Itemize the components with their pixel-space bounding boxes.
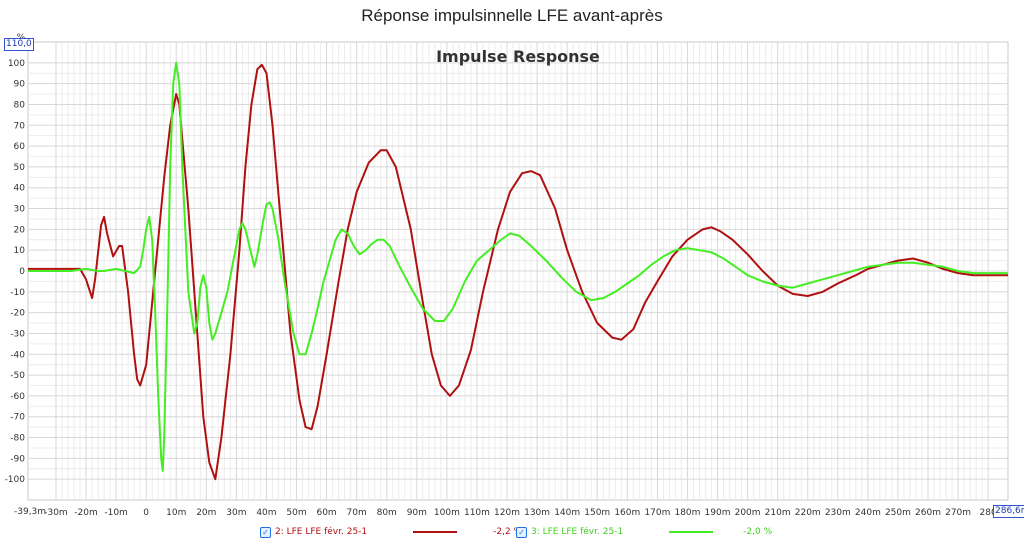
- x-min-readout: -39,3m: [14, 507, 47, 517]
- x-tick-label: 180m: [674, 508, 700, 518]
- x-tick-label: 0: [143, 508, 149, 518]
- series-layer: [28, 61, 1008, 481]
- x-tick-label: 190m: [705, 508, 731, 518]
- x-tick-label: 90m: [407, 508, 427, 518]
- y-tick-label: 90: [14, 80, 26, 90]
- x-tick-label: 140m: [554, 508, 580, 518]
- grid-major: [28, 42, 1008, 500]
- series-2-name: 3: LFE LFE févr. 25-1: [531, 527, 624, 537]
- y-tick-label: 70: [14, 121, 26, 131]
- x-tick-label: 40m: [256, 508, 276, 518]
- series-1-value: -2,2 %: [493, 527, 523, 537]
- x-tick-label: 20m: [196, 508, 216, 518]
- x-tick-label: 150m: [584, 508, 610, 518]
- x-tick-label: 210m: [765, 508, 791, 518]
- y-tick-label: 60: [14, 142, 26, 152]
- series-1-name: 2: LFE LFE févr. 25-1: [275, 527, 368, 537]
- x-tick-label: 80m: [377, 508, 397, 518]
- x-tick-label: 240m: [855, 508, 881, 518]
- y-tick-label: 10: [14, 246, 26, 256]
- series-line-1: [28, 63, 1008, 481]
- y-tick-label: -20: [10, 309, 25, 319]
- y-tick-label: -70: [10, 413, 25, 423]
- y-tick-label: -40: [10, 350, 25, 360]
- y-tick-label: 30: [14, 205, 26, 215]
- plot-title: Impulse Response: [436, 47, 600, 66]
- x-tick-label: -10m: [104, 508, 127, 518]
- x-tick-label: 280: [980, 508, 997, 518]
- x-tick-label: 70m: [347, 508, 367, 518]
- y-tick-label: -100: [5, 475, 26, 485]
- x-tick-label: 120m: [494, 508, 520, 518]
- page-title: Réponse impulsinnelle LFE avant-après: [361, 6, 663, 25]
- y-tick-label: 0: [19, 267, 25, 277]
- series-2-value: -2,0 %: [743, 527, 773, 537]
- y-max-readout[interactable]: 110,0: [4, 38, 34, 51]
- x-tick-label: 270m: [945, 508, 971, 518]
- x-tick-label: 250m: [885, 508, 911, 518]
- x-tick-label: 60m: [316, 508, 336, 518]
- x-max-readout[interactable]: 286,6m: [993, 505, 1024, 518]
- x-tick-label: -30m: [44, 508, 67, 518]
- x-tick-label: 110m: [464, 508, 490, 518]
- x-tick-label: 170m: [644, 508, 670, 518]
- y-tick-label: -80: [10, 434, 25, 444]
- y-tick-label: -50: [10, 371, 25, 381]
- y-tick-label: -60: [10, 392, 25, 402]
- series-1-checkbox[interactable]: ✓: [260, 526, 271, 538]
- x-tick-label: 130m: [524, 508, 550, 518]
- legend-series-2: ✓ 3: LFE LFE févr. 25-1 -2,0 %: [516, 525, 772, 539]
- x-tick-label: -20m: [74, 508, 97, 518]
- series-2-checkbox[interactable]: ✓: [516, 526, 527, 538]
- series-2-swatch: [669, 531, 714, 533]
- legend-series-1: ✓ 2: LFE LFE févr. 25-1 -2,2 %: [260, 525, 522, 539]
- x-tick-label: 50m: [286, 508, 306, 518]
- y-axis-ticks: 1009080706050403020100-10-20-30-40-50-60…: [5, 59, 26, 485]
- y-tick-label: 100: [8, 59, 25, 69]
- series-1-swatch: [413, 531, 458, 533]
- series-line-2: [28, 61, 1008, 472]
- x-axis-ticks: -30m -20m -10m 0 10m 20m 30m 40m 50m 60m 70m 80m 90m…: [44, 508, 997, 518]
- y-tick-label: 80: [14, 100, 26, 110]
- x-tick-label: 30m: [226, 508, 246, 518]
- x-tick-label: 200m: [735, 508, 761, 518]
- y-tick-label: 50: [14, 163, 26, 173]
- x-tick-label: 230m: [825, 508, 851, 518]
- y-tick-label: 40: [14, 184, 26, 194]
- y-tick-label: 20: [14, 225, 26, 235]
- y-tick-label: -10: [10, 288, 25, 298]
- y-tick-label: -30: [10, 329, 25, 339]
- x-tick-label: 10m: [166, 508, 186, 518]
- x-tick-label: 220m: [795, 508, 821, 518]
- x-tick-label: 100m: [434, 508, 460, 518]
- y-tick-label: -90: [10, 454, 25, 464]
- x-tick-label: 260m: [915, 508, 941, 518]
- x-tick-label: 160m: [614, 508, 640, 518]
